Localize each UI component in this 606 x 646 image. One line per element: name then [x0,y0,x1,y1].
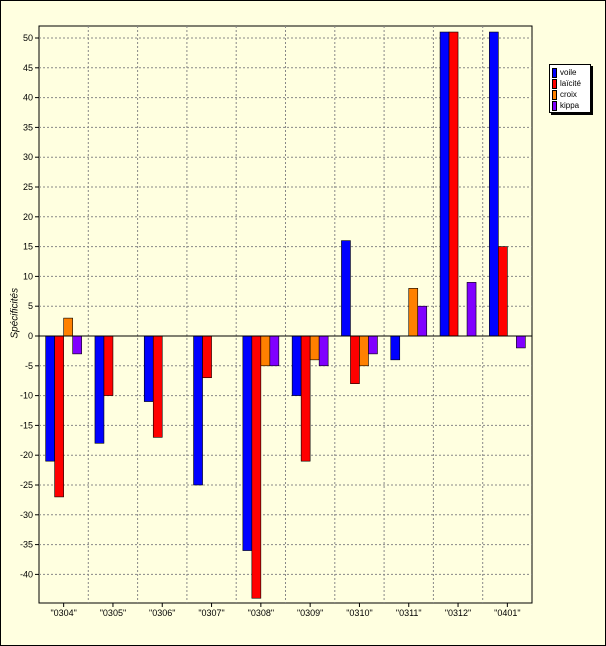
legend-swatch [552,100,557,111]
bars [45,31,526,599]
bar-croix-7 [408,288,419,337]
legend-swatch [552,67,557,78]
y-axis-ticks: 50454035302520151050-5-10-15-20-25-30-35… [20,33,39,579]
x-tick-label: "0401" [494,608,520,618]
legend-label: kippa [560,100,580,110]
legend-swatch [552,89,557,100]
y-tick-label: 30 [23,152,33,162]
bar-lacit-2 [152,335,163,438]
y-tick-label: -35 [20,540,33,550]
y-tick-label: 10 [23,271,33,281]
legend-item: laïcité [552,78,588,89]
x-tick-label: "0306" [149,608,175,618]
legend: voile laïcité croix kippa [549,64,591,113]
x-tick-label: "0310" [346,608,372,618]
y-tick-label: 5 [28,301,33,311]
grid [39,26,532,603]
bar-voile-4 [242,335,253,551]
bar-voile-5 [291,335,302,396]
x-tick-label: "0312" [445,608,471,618]
legend-label: croix [560,89,577,99]
y-tick-label: 25 [23,182,33,192]
y-tick-label: 35 [23,122,33,132]
y-tick-label: -5 [25,361,33,371]
legend-swatch [552,78,557,89]
bar-voile-7 [390,335,401,361]
bar-kippa-4 [269,335,280,367]
y-tick-label: 20 [23,212,33,222]
bar-voile-0 [45,335,55,462]
bar-lacit-9 [498,246,508,337]
bar-lacit-6 [350,335,360,384]
bar-lacit-1 [103,335,114,396]
legend-item: kippa [552,100,588,111]
legend-label: voile [560,67,577,77]
y-tick-label: -20 [20,450,33,460]
y-tick-label: 0 [28,331,33,341]
bar-voile-8 [439,31,450,337]
bar-lacit-5 [300,335,311,462]
x-tick-label: "0308" [248,608,274,618]
y-tick-label: 45 [23,63,33,73]
x-tick-label: "0305" [100,608,126,618]
y-tick-label: -40 [20,569,33,579]
bar-kippa-7 [417,305,428,337]
y-tick-label: 40 [23,93,33,103]
bar-kippa-0 [72,335,82,355]
x-axis-ticks: "0304" "0305" "0306" "0307" "0308" "0309" "031… [50,603,521,618]
bar-voile-3 [193,335,203,486]
bar-croix-0 [63,317,73,337]
y-tick-label: -15 [20,420,33,430]
bar-lacit-3 [202,335,212,379]
bar-voile-1 [94,335,105,444]
y-tick-label: -25 [20,480,33,490]
bar-kippa-9 [516,335,526,349]
x-tick-label: "0307" [198,608,224,618]
bar-voile-2 [143,335,154,402]
bar-kippa-5 [318,335,329,367]
legend-item: voile [552,67,588,78]
bar-lacit-8 [448,31,459,337]
y-tick-label: -30 [20,510,33,520]
y-axis-label: Spécificités [9,287,21,339]
bar-croix-6 [359,335,369,367]
bar-voile-6 [341,240,351,337]
bar-croix-4 [260,335,271,367]
bar-kippa-6 [368,335,378,355]
bar-lacit-0 [54,335,64,498]
bar-lacit-4 [251,335,262,599]
legend-item: croix [552,89,588,100]
y-tick-label: 15 [23,242,33,252]
bar-croix-5 [309,335,320,361]
y-tick-label: 50 [23,33,33,43]
x-tick-label: "0311" [396,608,422,618]
y-tick-label: -10 [20,391,33,401]
legend-label: laïcité [560,78,581,88]
bar-kippa-8 [466,282,477,337]
bar-voile-9 [489,31,499,337]
x-tick-label: "0309" [297,608,323,618]
x-tick-label: "0304" [50,608,76,618]
